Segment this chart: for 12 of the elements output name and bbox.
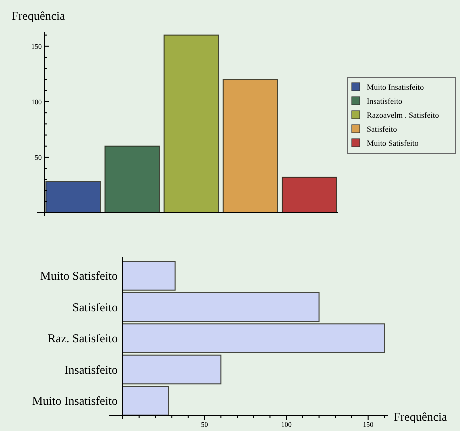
y-tick-label: Satisfeito — [72, 300, 118, 314]
y-tick-label: Muito Insatisfeito — [32, 394, 118, 408]
x-axis-title: Frequência — [394, 410, 448, 424]
legend-label: Razoavelm . Satisfeito — [367, 111, 440, 120]
legend-label: Insatisfeito — [367, 97, 403, 106]
legend-label: Satisfeito — [367, 125, 398, 134]
y-axis-title: Frequência — [12, 9, 66, 23]
legend-label: Muito Satisfeito — [367, 139, 419, 148]
y-tick-label: Raz. Satisfeito — [48, 332, 118, 346]
y-tick-label: Insatisfeito — [64, 362, 118, 377]
legend-label: Muito Insatisfeito — [367, 83, 424, 92]
y-tick-label: Muito Satisfeito — [40, 269, 118, 283]
